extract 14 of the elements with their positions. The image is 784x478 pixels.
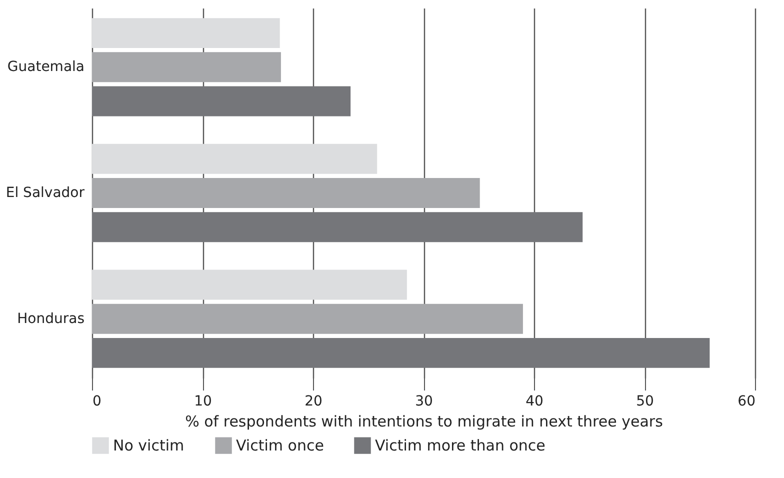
- x-tick-label: 0: [92, 394, 102, 410]
- legend-label: Victim more than once: [375, 436, 546, 455]
- x-tick-label: 30: [415, 394, 433, 410]
- x-tick-label: 60: [738, 394, 756, 410]
- x-axis-title: % of respondents with intentions to migrate in next three years: [185, 412, 664, 430]
- x-tick-label: 20: [304, 394, 322, 410]
- y-tick-label: Guatemala: [7, 59, 84, 76]
- x-tick-label: 40: [526, 394, 544, 410]
- legend-label: No victim: [113, 436, 184, 455]
- x-tick-label: 10: [194, 394, 212, 410]
- x-tick-label: 50: [636, 394, 654, 410]
- y-tick-label: El Salvador: [6, 185, 85, 201]
- legend-label: Victim once: [236, 436, 324, 455]
- y-tick-label: Honduras: [17, 310, 84, 327]
